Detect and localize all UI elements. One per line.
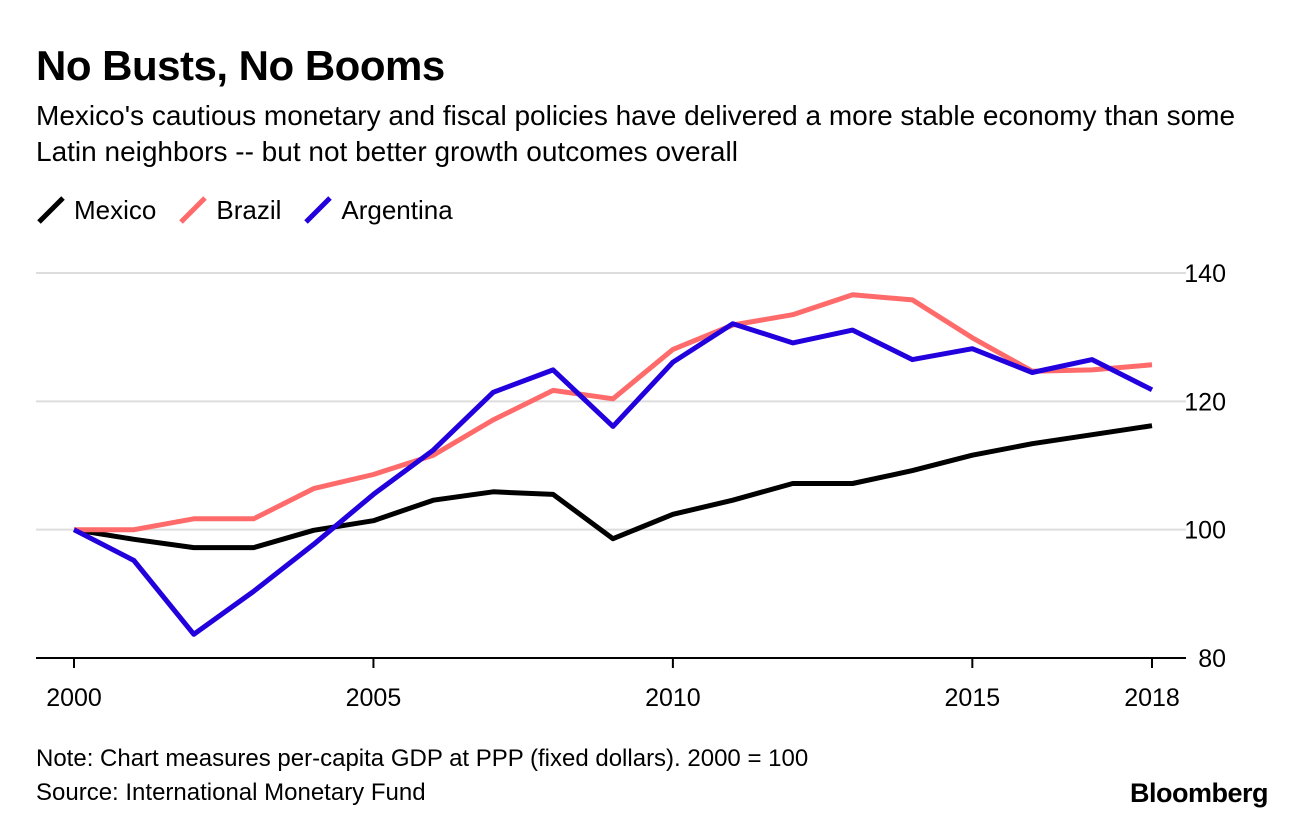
legend-item-mexico: Mexico — [36, 195, 156, 226]
x-tick-label-2005: 2005 — [346, 684, 402, 712]
series-line-argentina — [72, 321, 1154, 637]
chart-subtitle: Mexico's cautious monetary and fiscal po… — [36, 100, 1236, 167]
x-tick-label-2015: 2015 — [945, 684, 1001, 712]
chart-title: No Busts, No Booms — [36, 42, 445, 89]
chart-footnote: Note: Chart measures per-capita GDP at P… — [36, 742, 808, 810]
legend-swatch-brazil-icon — [179, 196, 208, 224]
y-tick-label-100: 100 — [1184, 517, 1226, 545]
x-tick-label-2000: 2000 — [46, 684, 102, 712]
note-text: Note: Chart measures per-capita GDP at P… — [36, 745, 809, 772]
y-tick-label-80: 80 — [1198, 645, 1226, 673]
y-tick-label-120: 120 — [1184, 388, 1226, 416]
legend-item-brazil: Brazil — [178, 195, 281, 226]
bloomberg-logo: Bloomberg — [1129, 778, 1269, 808]
legend: Mexico Brazil Argentina — [36, 192, 475, 228]
legend-label-brazil: Brazil — [216, 194, 282, 225]
legend-swatch-mexico-icon — [37, 196, 65, 224]
x-tick-label-2010: 2010 — [645, 684, 701, 712]
line-chart: 80 100 120 140 2000 2005 2010 2015 2018 — [36, 260, 1226, 712]
x-tick-label-2018: 2018 — [1124, 684, 1180, 712]
legend-label-argentina: Argentina — [341, 194, 453, 225]
legend-swatch-argentina-icon — [304, 196, 333, 224]
series-line-brazil — [74, 292, 1153, 533]
series-line-mexico — [73, 423, 1153, 551]
legend-item-argentina: Argentina — [303, 194, 453, 226]
source-text: Source: International Monetary Fund — [36, 779, 426, 806]
y-tick-label-140: 140 — [1184, 260, 1226, 288]
legend-label-mexico: Mexico — [74, 194, 157, 225]
